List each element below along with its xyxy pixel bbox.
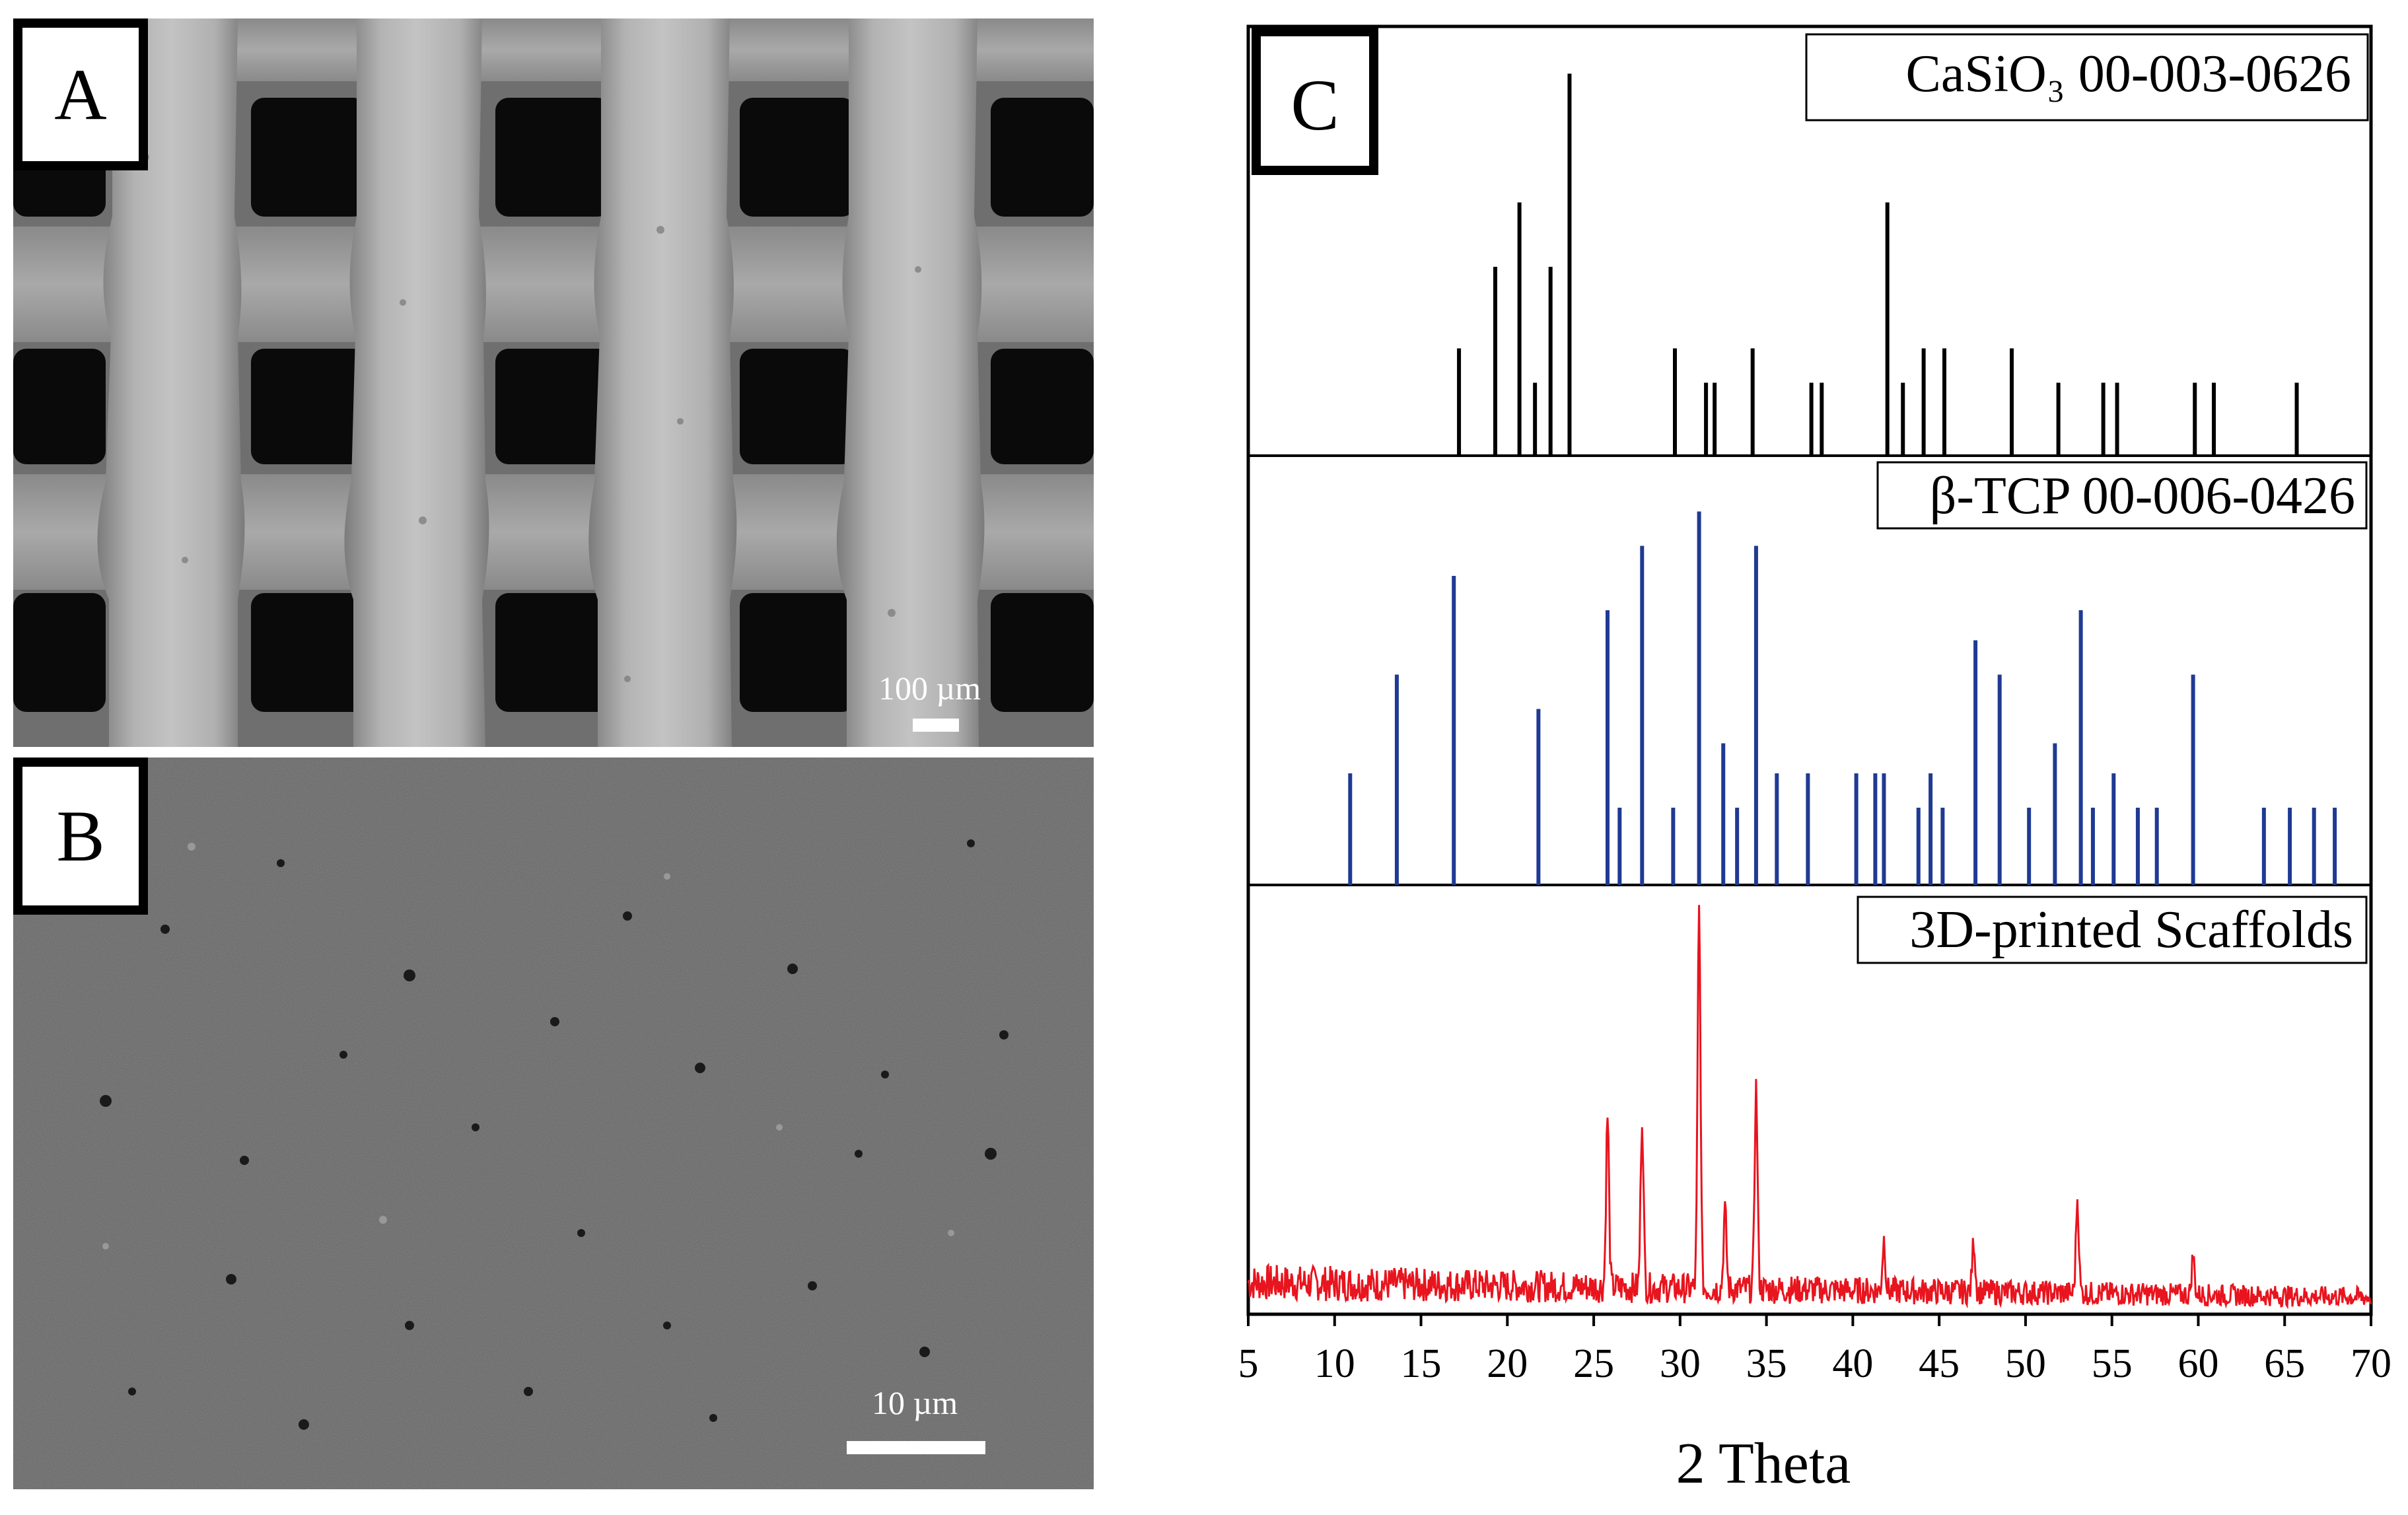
x-axis-title: 2 Theta (1676, 1432, 1851, 1496)
scale-bar-a (913, 719, 959, 732)
legend-box-btcp: β-TCP 00-006-0426 (1876, 461, 2368, 530)
x-tick-label: 45 (1919, 1341, 1960, 1386)
x-tick-label: 70 (2351, 1341, 2391, 1386)
x-tick-label: 5 (1238, 1341, 1259, 1386)
legend-box-scaffolds: 3D-printed Scaffolds (1857, 896, 2368, 964)
scale-label-a: 100 µm (878, 670, 981, 707)
x-tick-label: 65 (2264, 1341, 2305, 1386)
panel-a-letter: A (54, 54, 107, 135)
legend-scaffolds: 3D-printed Scaffolds (1909, 901, 2353, 959)
sem-image-b: B 10 µm (13, 758, 1094, 1489)
sem-image-a: A 100 µm (13, 18, 1094, 747)
x-tick-label: 25 (1573, 1341, 1614, 1386)
xrd-frames (1246, 24, 2373, 1316)
x-axis: 5 10 15 20 25 30 35 40 45 50 55 60 65 70 (1238, 1314, 2391, 1386)
panel-b-letter: B (56, 796, 105, 876)
x-tick-label: 15 (1401, 1341, 1442, 1386)
x-tick-label: 20 (1487, 1341, 1528, 1386)
x-tick-label: 10 (1314, 1341, 1355, 1386)
x-tick-label: 30 (1660, 1341, 1701, 1386)
scaffold-pattern-line (1247, 905, 2372, 1310)
x-tick-label: 60 (2178, 1341, 2218, 1386)
legend-btcp: β-TCP 00-006-0426 (1930, 467, 2355, 525)
x-tick-label: 55 (2092, 1341, 2133, 1386)
surface-micrograph (13, 758, 1094, 1489)
x-tick-label: 40 (1832, 1341, 1873, 1386)
panel-b-label: B (13, 758, 148, 915)
scale-bar-b (847, 1441, 985, 1454)
scale-label-b: 10 µm (872, 1384, 958, 1421)
xrd-peaks (1247, 73, 2372, 1310)
x-tick-label: 35 (1746, 1341, 1787, 1386)
panel-c-label: C (1252, 27, 1378, 175)
panel-a-label: A (13, 18, 148, 170)
legend-box-casio3: CaSiO₃ 00-003-0626 (1805, 33, 2369, 122)
chart-frame (1246, 24, 2373, 1316)
scaffold-micrograph (13, 18, 1094, 747)
legend-casio3: CaSiO₃ 00-003-0626 (1905, 45, 2351, 103)
panel-c-letter: C (1291, 65, 1339, 145)
x-tick-label: 50 (2005, 1341, 2046, 1386)
